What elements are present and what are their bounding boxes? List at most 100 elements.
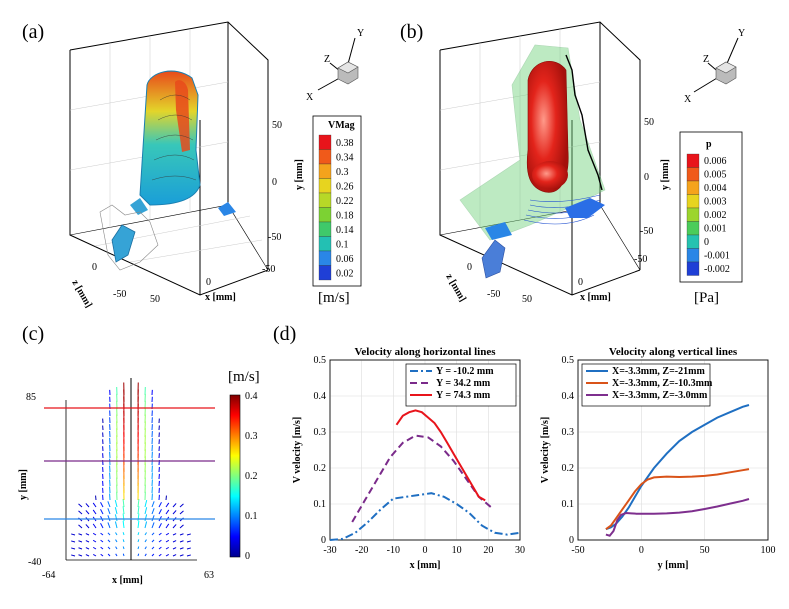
velocity-vector	[108, 522, 110, 528]
panel-b-ztick-2: -50	[487, 289, 500, 300]
panel-b-colorbar-title: p	[706, 139, 712, 150]
colorbar-swatch	[687, 181, 699, 195]
velocity-vector	[173, 524, 176, 528]
chart-xlabel: x [mm]	[410, 560, 441, 571]
velocity-vector	[115, 532, 117, 535]
velocity-vector	[180, 534, 183, 535]
panel-a-triad-x: X	[306, 92, 314, 103]
panel-b-triad-y: Y	[738, 28, 745, 39]
velocity-vector	[152, 508, 154, 514]
colorbar-swatch	[319, 179, 331, 194]
velocity-vector	[108, 554, 110, 556]
colorbar-label: 0.34	[336, 152, 354, 163]
colorbar-label: -0.002	[704, 264, 730, 275]
y-tick-label: 0.2	[314, 463, 327, 474]
colorbar-swatch	[687, 235, 699, 249]
panel-c-ytick-top: 85	[26, 392, 36, 403]
colorbar-swatch	[687, 168, 699, 182]
velocity-vector	[145, 522, 147, 528]
panel-c-xtick-right: 63	[204, 570, 214, 581]
velocity-vector	[138, 521, 139, 528]
velocity-vector	[123, 554, 124, 556]
velocity-vector	[180, 548, 183, 549]
y-tick-label: 0.2	[562, 463, 575, 474]
velocity-vector	[159, 502, 161, 507]
velocity-vector	[101, 523, 103, 528]
panel-a-ztick-1: 0	[92, 262, 97, 273]
velocity-vector	[180, 555, 183, 556]
velocity-vector	[71, 534, 75, 535]
velocity-vector	[138, 539, 139, 542]
panel-b-triad-z: Z	[703, 54, 709, 65]
velocity-vector	[152, 522, 154, 528]
x-tick-label: -50	[571, 545, 584, 556]
colorbar-label: 0.005	[704, 170, 727, 181]
velocity-vector	[145, 500, 147, 507]
panel-c-colorbar-unit: [m/s]	[228, 369, 260, 385]
velocity-vector	[152, 540, 154, 542]
velocity-vector	[101, 509, 103, 514]
x-tick-label: 0	[639, 545, 644, 556]
velocity-vector	[115, 514, 117, 521]
colorbar-label: 0.14	[336, 225, 354, 236]
velocity-vector	[138, 554, 139, 556]
velocity-vector	[93, 510, 96, 514]
velocity-vector	[159, 554, 161, 556]
velocity-vector	[159, 523, 161, 528]
velocity-vector	[145, 514, 147, 521]
panel-c-cb-tick-4: 0	[245, 551, 250, 562]
velocity-vector	[93, 524, 96, 528]
panel-a-colorbar-title: VMag	[328, 120, 355, 131]
velocity-vector	[145, 554, 146, 556]
velocity-vector	[187, 534, 191, 535]
velocity-vector	[123, 514, 124, 521]
velocity-vector	[115, 507, 117, 514]
colorbar-label: 0.1	[336, 239, 349, 250]
velocity-vector	[187, 541, 191, 542]
velocity-vector	[166, 524, 169, 528]
legend-label: X=-3.3mm, Z=-21mm	[612, 366, 705, 377]
velocity-vector	[79, 555, 82, 556]
panel-b-colorbar: 0.0060.0050.0040.0030.0020.0010-0.001-0.…	[687, 154, 730, 276]
colorbar-swatch	[687, 249, 699, 263]
colorbar-swatch	[687, 222, 699, 236]
velocity-vector	[145, 507, 147, 514]
velocity-vector	[93, 503, 96, 507]
colorbar-swatch	[687, 195, 699, 209]
panel-c-colorbar	[230, 395, 240, 557]
colorbar-label: 0.06	[336, 254, 354, 265]
chart-ylabel: V velocity [m/s]	[292, 417, 303, 483]
velocity-vector	[101, 554, 103, 556]
panel-b-xtick-3: 50	[522, 294, 532, 305]
velocity-vector	[123, 546, 124, 549]
panel-b-ytick-3: -50	[640, 226, 653, 237]
legend-label: X=-3.3mm, Z=-3.0mm	[612, 390, 708, 401]
x-tick-label: -20	[355, 545, 368, 556]
velocity-vector	[180, 504, 183, 507]
y-tick-label: 0.3	[314, 427, 327, 438]
panel-b-xtick-1: -50	[634, 254, 647, 265]
colorbar-label: 0.22	[336, 196, 354, 207]
velocity-vector	[145, 547, 146, 549]
panel-b-ztick-1: 0	[467, 262, 472, 273]
x-tick-label: -10	[387, 545, 400, 556]
velocity-vector	[159, 533, 161, 535]
velocity-vector	[86, 510, 89, 514]
colorbar-label: 0.004	[704, 183, 727, 194]
colorbar-swatch	[319, 237, 331, 252]
colorbar-label: 0.38	[336, 138, 354, 149]
panel-c-label: (c)	[22, 323, 44, 345]
panel-b-ytick-1: 50	[644, 117, 654, 128]
chart-ylabel: V velocity [m/s]	[540, 417, 551, 483]
panel-a-xtick-2: 0	[206, 277, 211, 288]
velocity-vector	[86, 541, 89, 542]
panel-b-pressure-bulb	[532, 161, 568, 189]
velocity-vector	[71, 541, 75, 542]
panel-c-cb-tick-3: 0.1	[245, 511, 258, 522]
colorbar-label: 0.003	[704, 197, 727, 208]
panel-a-xtick-3: 50	[150, 294, 160, 305]
panel-b: (b) 50 0 -50 y [mm] -50	[400, 21, 745, 306]
colorbar-label: 0.18	[336, 210, 354, 221]
